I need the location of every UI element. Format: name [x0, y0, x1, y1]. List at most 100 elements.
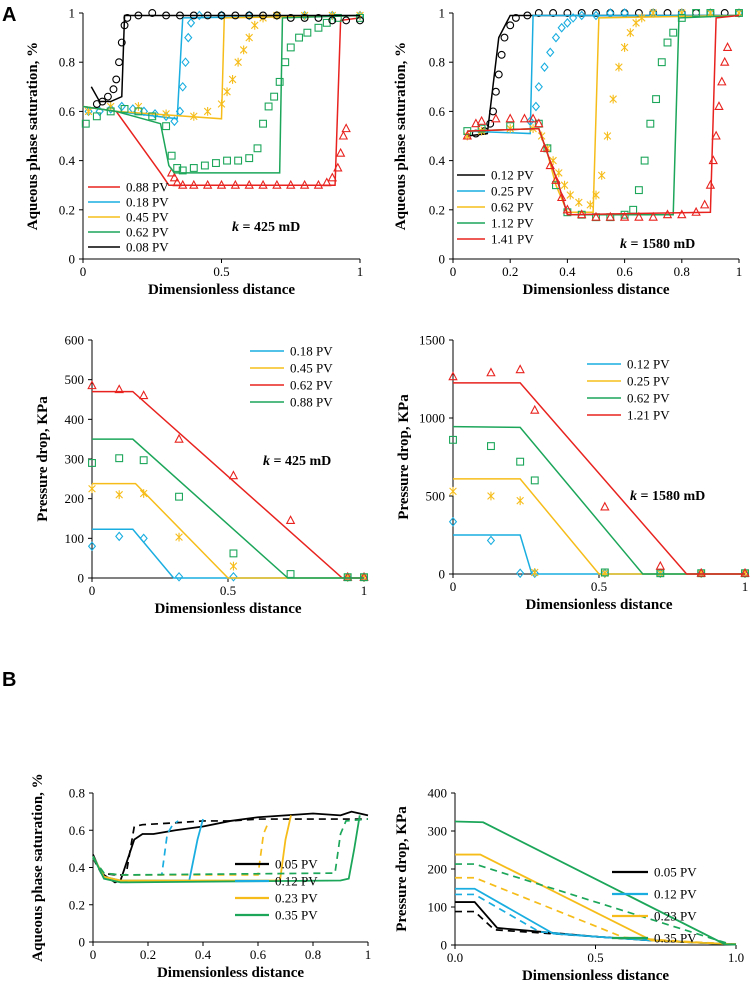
permeability-value: = 1580 mD [637, 489, 705, 504]
data-point [229, 549, 238, 558]
legend-label: 0.23 PV [275, 891, 318, 906]
data-point [699, 199, 710, 209]
series-line [92, 482, 364, 579]
y-axis-title: Aqueous phase saturation, % [25, 42, 41, 230]
data-point [560, 180, 569, 190]
panel-label-b: B [2, 669, 16, 691]
data-point [92, 112, 101, 121]
data-point [228, 75, 237, 84]
series-line [92, 438, 364, 579]
panel-label-a: A [2, 4, 16, 26]
data-point [172, 177, 182, 187]
data-point [568, 13, 578, 23]
data-point [477, 124, 486, 133]
series-line [453, 382, 745, 575]
series-dashed-line [92, 818, 368, 876]
data-point [203, 11, 212, 20]
y-tick-label: 1500 [419, 333, 445, 348]
data-point [591, 211, 601, 221]
data-point [677, 13, 686, 22]
y-tick-label: 1 [69, 6, 76, 21]
series-0-12-pv [448, 516, 750, 579]
data-point [711, 130, 721, 140]
legend-label: 0.35 PV [275, 908, 318, 923]
data-point [245, 11, 254, 20]
data-point [476, 115, 487, 125]
data-point [605, 211, 616, 221]
x-tick-label: 0.0 [447, 950, 463, 965]
y-tick-label: 0.4 [429, 153, 446, 168]
data-point [270, 92, 279, 101]
permeability-value: = 425 mD [239, 220, 300, 235]
series-1-41-pv [462, 14, 740, 221]
legend-label: 0.62 PV [627, 391, 670, 406]
data-point [139, 489, 148, 498]
legend-label: 0.18 PV [290, 344, 333, 359]
data-point [656, 569, 665, 578]
data-point [356, 13, 364, 22]
data-point [134, 107, 143, 116]
data-point [148, 9, 157, 17]
data-point [138, 390, 149, 400]
y-tick-label: 0.8 [69, 786, 85, 801]
legend-label: 0.12 PV [275, 874, 318, 889]
y-tick-label: 500 [426, 489, 446, 504]
series-0-08-pv [90, 9, 364, 108]
series-line [454, 820, 737, 946]
legend-label: 0.23 PV [654, 909, 697, 924]
series-0-35-pv [92, 815, 369, 884]
data-point [286, 13, 295, 22]
data-point [217, 99, 226, 109]
data-point [295, 33, 304, 42]
data-point [178, 179, 188, 189]
data-point [123, 13, 132, 22]
data-point [629, 205, 638, 214]
x-tick-label: 0.4 [559, 264, 576, 279]
data-point [169, 172, 180, 182]
y-tick-label: 0.6 [59, 104, 76, 119]
data-point [609, 94, 617, 104]
data-point [234, 156, 243, 165]
data-point [335, 147, 346, 157]
legend-label: 0.12 PV [654, 887, 697, 902]
data-point [217, 10, 226, 21]
series-line [82, 14, 361, 174]
data-point [88, 484, 96, 494]
data-point [259, 11, 267, 20]
data-point [637, 13, 646, 23]
permeability-value: = 425 mD [270, 454, 331, 469]
data-point [328, 16, 337, 25]
y-tick-label: 0 [439, 567, 446, 582]
data-point [511, 13, 520, 22]
data-point [338, 130, 349, 140]
x-tick-label: 1 [365, 947, 372, 962]
x-tick-label: 1 [361, 583, 368, 598]
data-point [449, 486, 457, 496]
chart-pressure-425md: 0 0.5 1 0 100 200 300 400 500 600 Dimensionless di… [35, 333, 369, 617]
data-point [534, 9, 543, 17]
series-0-62-pv [81, 13, 364, 175]
data-point [678, 8, 686, 18]
data-point [88, 459, 96, 467]
y-tick-label: 0.2 [69, 897, 85, 912]
data-point [286, 179, 296, 189]
data-point [486, 119, 495, 128]
data-point [663, 38, 672, 47]
legend: 0.18 PV 0.45 PV 0.62 PV 0.88 PV [250, 344, 333, 410]
data-point [691, 206, 701, 216]
data-point [696, 567, 706, 577]
data-point [655, 560, 666, 570]
data-point [162, 11, 171, 20]
data-point [719, 56, 730, 66]
data-point [342, 16, 351, 25]
data-point [272, 11, 281, 20]
y-tick-label: 0.4 [59, 153, 76, 168]
data-point [103, 92, 112, 101]
data-point [592, 9, 600, 17]
data-point [549, 9, 558, 17]
data-point [322, 177, 332, 187]
data-point [562, 204, 573, 214]
legend-label: 0.45 PV [126, 210, 169, 225]
data-point [343, 573, 352, 582]
legend-label: 0.25 PV [491, 184, 534, 199]
